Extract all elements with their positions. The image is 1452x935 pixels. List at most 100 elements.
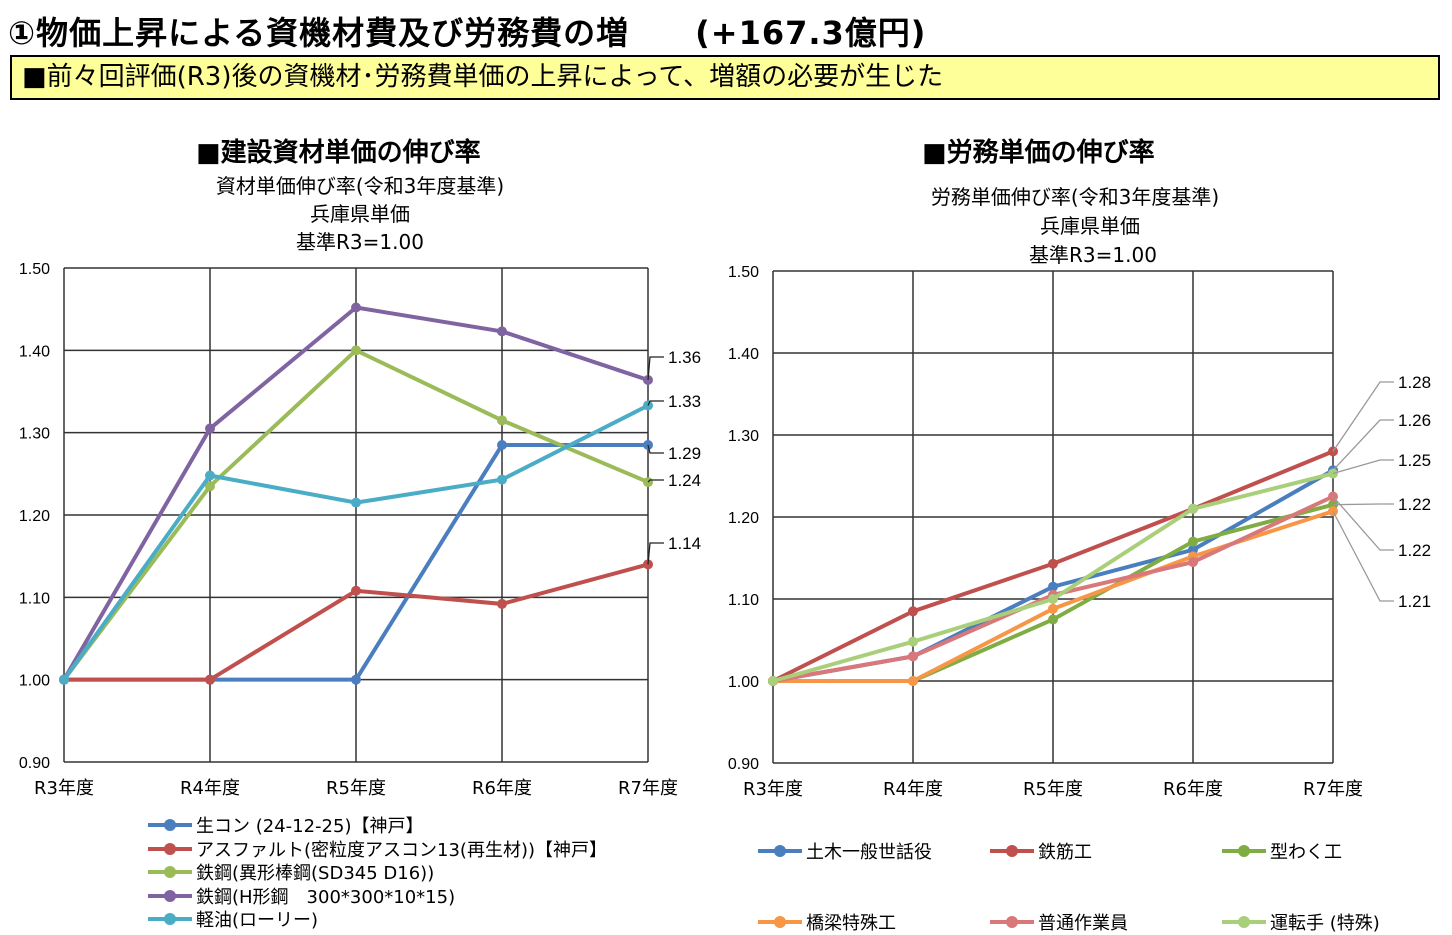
legend-label: 橋梁特殊工 bbox=[806, 913, 896, 934]
data-point bbox=[1188, 536, 1198, 547]
label-leader bbox=[647, 356, 664, 381]
data-point bbox=[205, 481, 215, 492]
legend-item: 普通作業員 bbox=[990, 909, 1128, 935]
x-tick-label: R3年度 bbox=[34, 778, 94, 799]
y-tick-label: 1.20 bbox=[19, 508, 50, 525]
legend-swatch bbox=[148, 913, 192, 925]
y-tick-label: 1.10 bbox=[728, 592, 759, 609]
data-point bbox=[351, 302, 361, 313]
left-chart-heading: ■建設資材単価の伸び率 bbox=[196, 138, 481, 168]
label-leader bbox=[1332, 419, 1394, 471]
data-point bbox=[1048, 603, 1058, 614]
y-tick-label: 1.10 bbox=[19, 590, 50, 607]
data-point bbox=[205, 470, 215, 481]
data-point bbox=[497, 326, 507, 337]
data-point bbox=[908, 676, 918, 686]
label-leader bbox=[647, 400, 664, 406]
legend-label: 土木一般世話役 bbox=[806, 842, 932, 863]
y-tick-label: 1.50 bbox=[728, 264, 759, 281]
legend-item: 鉄筋工 bbox=[990, 838, 1092, 864]
legend-swatch bbox=[148, 819, 192, 831]
y-tick-label: 1.00 bbox=[728, 674, 759, 691]
end-value-label: 1.22 bbox=[1398, 541, 1431, 560]
end-value-label: 1.21 bbox=[1398, 592, 1431, 611]
legend-swatch bbox=[990, 916, 1034, 928]
legend-item: 土木一般世話役 bbox=[758, 838, 932, 864]
y-tick-label: 1.00 bbox=[19, 673, 50, 690]
label-leader bbox=[1332, 503, 1394, 506]
x-tick-label: R4年度 bbox=[883, 779, 943, 800]
end-value-label: 1.33 bbox=[668, 392, 701, 411]
x-tick-label: R4年度 bbox=[180, 778, 240, 799]
end-value-label: 1.29 bbox=[668, 444, 701, 463]
data-point bbox=[768, 676, 778, 686]
label-leader bbox=[647, 444, 664, 454]
data-point bbox=[1188, 503, 1198, 514]
legend-label: 鉄鋼(H形鋼 300*300*10*15) bbox=[196, 886, 456, 908]
legend-swatch bbox=[148, 889, 192, 902]
legend-label: 型わく工 bbox=[1270, 842, 1342, 863]
legend-item: 軽油(ローリー) bbox=[148, 906, 318, 932]
x-tick-label: R6年度 bbox=[1163, 779, 1223, 800]
legend-item: 鉄鋼(異形棒鋼(SD345 D16)) bbox=[148, 859, 434, 885]
end-value-label: 1.36 bbox=[668, 348, 701, 367]
y-tick-label: 0.90 bbox=[19, 755, 50, 772]
x-tick-label: R3年度 bbox=[743, 779, 803, 800]
y-tick-label: 1.50 bbox=[19, 261, 50, 278]
right-chart-heading: ■労務単価の伸び率 bbox=[922, 138, 1155, 168]
legend-item: 型わく工 bbox=[1222, 838, 1342, 864]
x-tick-label: R7年度 bbox=[618, 778, 678, 799]
legend-label: 鉄筋工 bbox=[1038, 842, 1092, 863]
data-point bbox=[497, 415, 507, 426]
legend-label: 生コン (24-12-25)【神戸】 bbox=[196, 816, 424, 837]
end-value-label: 1.14 bbox=[668, 534, 701, 553]
data-point bbox=[497, 474, 507, 485]
y-tick-label: 1.40 bbox=[19, 343, 50, 360]
legend-swatch bbox=[990, 845, 1034, 857]
data-point bbox=[1048, 614, 1058, 625]
legend-swatch bbox=[758, 916, 802, 928]
data-point bbox=[1048, 558, 1058, 569]
y-tick-label: 1.30 bbox=[19, 426, 50, 443]
end-value-label: 1.25 bbox=[1398, 451, 1431, 470]
data-point bbox=[497, 598, 507, 609]
x-tick-label: R5年度 bbox=[326, 778, 386, 799]
label-leader bbox=[1332, 459, 1394, 475]
label-leader bbox=[1332, 381, 1394, 452]
legend-item: アスファルト(密粒度アスコン13(再生材))【神戸】 bbox=[148, 836, 607, 862]
data-point bbox=[205, 423, 215, 434]
data-point bbox=[1048, 581, 1058, 592]
legend-label: アスファルト(密粒度アスコン13(再生材))【神戸】 bbox=[196, 839, 607, 861]
y-tick-label: 0.90 bbox=[728, 756, 759, 773]
legend-item: 橋梁特殊工 bbox=[758, 909, 896, 935]
end-value-label: 1.24 bbox=[668, 471, 701, 490]
data-point bbox=[205, 674, 215, 685]
page-title: ①物価上昇による資機材費及び労務費の増 (+167.3億円) bbox=[8, 14, 927, 52]
x-tick-label: R5年度 bbox=[1023, 779, 1083, 800]
y-tick-label: 1.40 bbox=[728, 346, 759, 363]
data-point bbox=[497, 440, 507, 451]
legend-item: 運転手 (特殊) bbox=[1222, 909, 1380, 935]
data-point bbox=[351, 497, 361, 508]
left-chart-title: 資材単価伸び率(令和3年度基準) bbox=[215, 174, 505, 198]
data-point bbox=[908, 651, 918, 662]
legend-item: 鉄鋼(H形鋼 300*300*10*15) bbox=[148, 883, 455, 909]
label-leader bbox=[1332, 496, 1394, 551]
data-point bbox=[1188, 557, 1198, 568]
legend-label: 鉄鋼(異形棒鋼(SD345 D16)) bbox=[196, 863, 435, 884]
left-chart-subtitle-2: 基準R3=1.00 bbox=[296, 230, 424, 254]
data-point bbox=[908, 636, 918, 647]
end-value-label: 1.22 bbox=[1398, 495, 1431, 514]
end-value-label: 1.28 bbox=[1398, 373, 1431, 392]
x-tick-label: R7年度 bbox=[1303, 779, 1363, 800]
legend-label: 軽油(ローリー) bbox=[196, 910, 319, 931]
summary-banner: ■前々回評価(R3)後の資機材･労務費単価の上昇によって、増額の必要が生じた bbox=[10, 55, 1440, 100]
x-tick-label: R6年度 bbox=[472, 778, 532, 799]
legend-label: 運転手 (特殊) bbox=[1270, 913, 1380, 934]
legend-swatch bbox=[148, 866, 192, 878]
legend-label: 普通作業員 bbox=[1038, 913, 1128, 934]
legend-item: 生コン (24-12-25)【神戸】 bbox=[148, 812, 423, 838]
right-chart-title: 労務単価伸び率(令和3年度基準) bbox=[930, 185, 1220, 209]
end-value-label: 1.26 bbox=[1398, 411, 1431, 430]
